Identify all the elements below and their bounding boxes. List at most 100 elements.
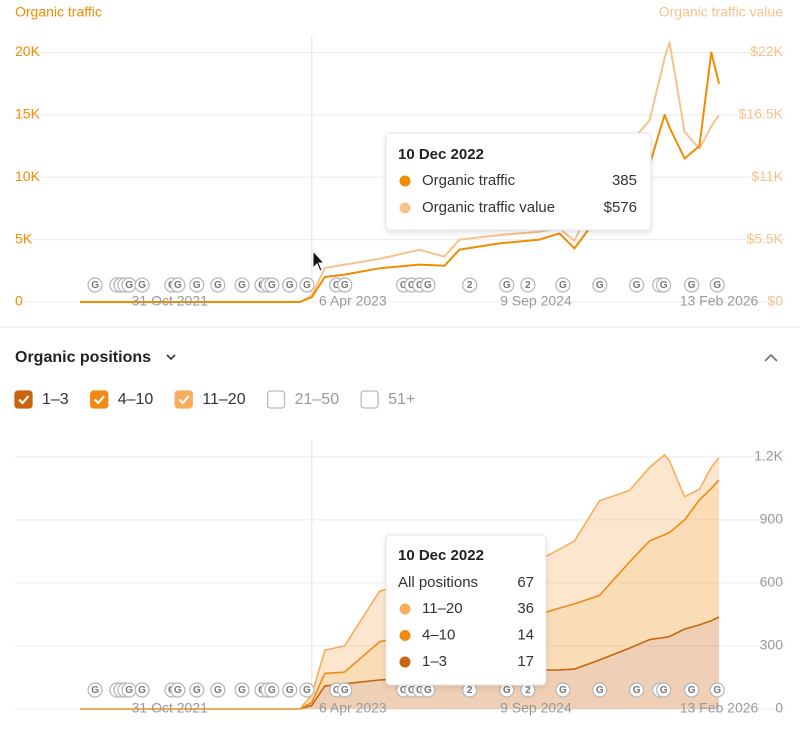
event-marker xyxy=(628,277,645,293)
event-marker xyxy=(134,277,150,293)
event-label: G xyxy=(268,685,276,696)
event-marker xyxy=(462,277,478,293)
event-marker xyxy=(592,682,608,698)
event-marker xyxy=(299,277,315,293)
event-marker xyxy=(170,682,186,698)
checkbox xyxy=(90,390,109,409)
event-marker xyxy=(499,277,515,293)
y-tick-label: 20K xyxy=(15,43,41,59)
event-marker xyxy=(592,277,608,293)
event-marker xyxy=(337,277,353,293)
event-label: G xyxy=(660,685,668,696)
event-marker xyxy=(337,682,353,698)
event-marker xyxy=(189,277,205,293)
event-label: G xyxy=(91,280,99,291)
series-area xyxy=(80,479,719,709)
tooltip: 10 Dec 2022 All positions 67 1–3 17 4–10 14 11–… xyxy=(385,534,547,686)
event-label: 2 xyxy=(525,280,531,291)
event-label: G xyxy=(633,280,641,291)
dropdown-chevron[interactable] xyxy=(166,354,176,361)
event-label: G xyxy=(138,280,146,291)
y-tick-label: 5K xyxy=(15,230,33,246)
event-marker xyxy=(264,682,280,698)
y-tick-label: 15K xyxy=(15,106,41,122)
event-label: G xyxy=(688,685,696,696)
filter-checkbox[interactable]: 1–3 xyxy=(14,390,69,409)
event-label: G xyxy=(503,280,511,291)
filter-checkbox[interactable]: 4–10 xyxy=(90,390,154,409)
event-label: G xyxy=(125,685,133,696)
checkbox xyxy=(14,390,33,409)
event-label: G xyxy=(303,685,311,696)
event-label: G xyxy=(91,685,99,696)
tooltip-dot xyxy=(399,175,411,187)
filter-checkbox[interactable]: 11–20 xyxy=(174,390,246,409)
x-tick-label: 13 Feb 2026 xyxy=(680,700,759,716)
tooltip-dot xyxy=(399,656,411,668)
checkbox-label: 1–3 xyxy=(42,391,69,408)
event-label: G xyxy=(174,685,182,696)
event-label: G xyxy=(138,685,146,696)
y2-axis-title: Organic traffic value xyxy=(659,4,783,20)
event-marker xyxy=(87,277,103,293)
event-marker xyxy=(234,277,250,293)
event-label: G xyxy=(268,280,276,291)
section-title[interactable]: Organic positions xyxy=(15,349,151,366)
event-label: G xyxy=(688,280,696,291)
tooltip-box xyxy=(385,534,547,686)
event-marker xyxy=(87,682,103,698)
y-axis-title: Organic traffic xyxy=(15,4,102,20)
event-label: G xyxy=(713,280,721,291)
checkbox xyxy=(174,390,193,409)
positions-chart: 0 300 600 900 1.2K 31 Oct 2021 6 Apr 2023 9 Sep… xyxy=(15,440,785,716)
x-tick-label: 9 Sep 2024 xyxy=(500,700,572,716)
y2-tick-label: $11K xyxy=(751,168,783,184)
event-marker xyxy=(210,682,226,698)
y-tick-label: 0 xyxy=(15,293,23,309)
tooltip-name: Organic traffic value xyxy=(422,199,555,216)
event-label: G xyxy=(333,685,341,696)
event-marker xyxy=(210,277,226,293)
event-label: G xyxy=(286,685,294,696)
event-marker xyxy=(684,682,700,698)
event-marker xyxy=(299,682,315,698)
tooltip-date: 10 Dec 2022 xyxy=(398,146,484,163)
event-label: G xyxy=(559,280,567,291)
tooltip: 10 Dec 2022 Organic traffic 385 Organic tra… xyxy=(385,132,652,231)
y2-tick-label: $16.5K xyxy=(739,106,784,122)
y-tick-label: 1.2K xyxy=(754,448,783,464)
filter-checkbox[interactable]: 51+ xyxy=(360,390,415,409)
event-label: G xyxy=(633,685,641,696)
x-tick-label: 31 Oct 2021 xyxy=(132,700,208,716)
event-label: G xyxy=(400,685,408,696)
y-tick-label: 300 xyxy=(760,637,784,653)
x-tick-label: 6 Apr 2023 xyxy=(319,293,387,309)
traffic-chart: 0 5K 10K 15K 20K $0 $5.5K $11K $16.5K $22K 31 Oct … xyxy=(15,4,785,309)
tooltip-total: 67 xyxy=(517,574,534,591)
tooltip-value: 36 xyxy=(517,600,534,617)
y-tick-label: 600 xyxy=(760,574,784,590)
tooltip-name: Organic traffic xyxy=(422,172,516,189)
event-label: G xyxy=(596,685,604,696)
mouse-cursor xyxy=(312,249,326,272)
event-marker xyxy=(709,277,725,293)
tooltip-value: 17 xyxy=(517,653,534,670)
checkbox-label: 21–50 xyxy=(295,391,340,408)
event-label: G xyxy=(408,685,416,696)
filter-checkbox[interactable]: 21–50 xyxy=(266,390,340,409)
event-label: G xyxy=(174,280,182,291)
event-marker xyxy=(134,682,150,698)
tooltip-box xyxy=(385,132,652,231)
event-marker xyxy=(520,277,536,293)
checkbox xyxy=(266,390,286,409)
event-label: G xyxy=(713,685,721,696)
checkbox-label: 11–20 xyxy=(202,391,245,408)
collapse-button[interactable] xyxy=(764,353,778,362)
event-label: 2 xyxy=(467,280,473,291)
tooltip-date: 10 Dec 2022 xyxy=(398,547,484,564)
event-label: G xyxy=(341,280,349,291)
event-marker xyxy=(655,277,672,293)
event-marker xyxy=(189,682,205,698)
checkbox-label: 51+ xyxy=(388,391,415,408)
